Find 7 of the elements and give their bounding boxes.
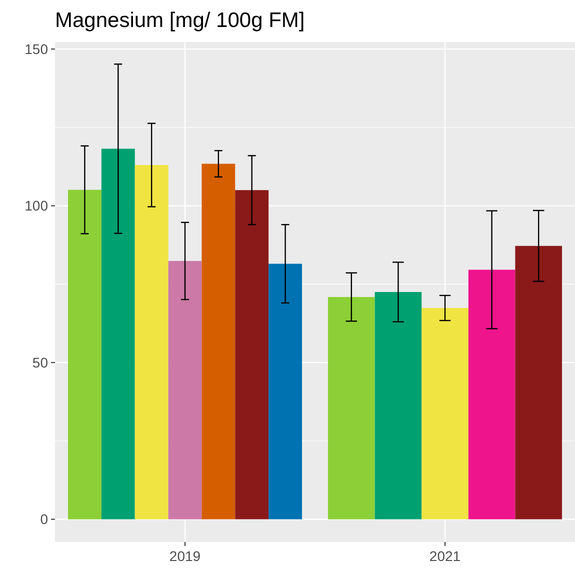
chart-title: Magnesium [mg/ 100g FM]: [55, 9, 305, 32]
y-tick-label: 150: [24, 40, 48, 57]
x-tick-label: 2021: [429, 548, 461, 564]
y-tick-label: 0: [40, 511, 48, 528]
y-tick-label: 100: [24, 198, 48, 214]
x-tick-label: 2019: [169, 548, 201, 564]
y-tick-label: 50: [32, 354, 48, 370]
